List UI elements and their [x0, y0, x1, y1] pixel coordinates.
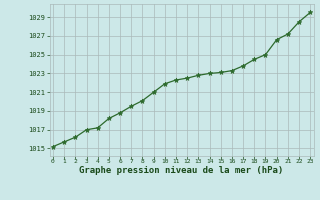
X-axis label: Graphe pression niveau de la mer (hPa): Graphe pression niveau de la mer (hPa): [79, 166, 284, 175]
